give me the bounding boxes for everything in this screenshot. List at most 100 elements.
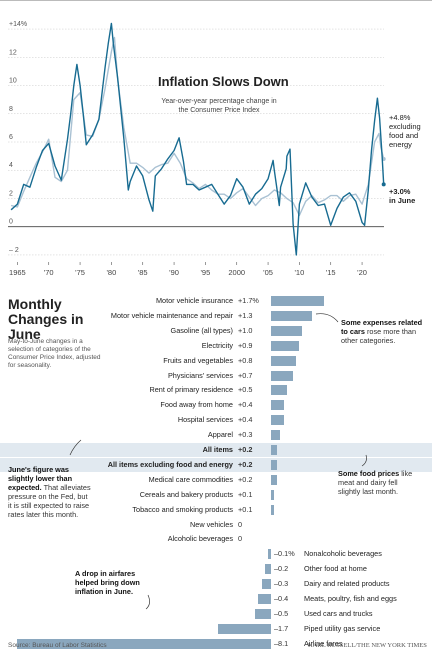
bar	[258, 594, 271, 604]
bar-row: Physicians' services +0.7	[0, 369, 432, 383]
top-rule	[0, 0, 432, 1]
bar-value-label: +0.1	[238, 489, 253, 499]
end-label-all-text: in June	[389, 196, 416, 205]
bar	[261, 579, 271, 590]
bar-row: Tobacco and smoking products +0.1	[0, 503, 432, 517]
credit: KARL RUSSELL/THE NEW YORK TIMES	[308, 642, 427, 649]
bar-row: All items excluding food and energy +0.2	[0, 457, 432, 472]
bar-row: Food away from home +0.4	[0, 398, 432, 412]
bar-row: Airline fares –8.1	[0, 637, 432, 651]
bar-category-label: Tobacco and smoking products	[132, 504, 233, 514]
x-tick-label: '95	[201, 268, 211, 277]
bar-row: Cereals and bakery products +0.1	[0, 488, 432, 502]
x-tick-label: '15	[326, 268, 336, 277]
bar	[271, 415, 284, 426]
x-tick-label: 1965	[9, 268, 26, 277]
bar	[16, 638, 271, 649]
bar-value-label: +0.2	[238, 445, 253, 454]
bar-category-label: Physicians' services	[167, 370, 233, 380]
annotation-june-text: That alleviates pressure on the Fed, but…	[8, 483, 91, 519]
bar	[264, 564, 271, 575]
bar-value-label: +0.4	[238, 400, 253, 410]
bar-value-label: –0.3	[274, 579, 289, 589]
bar-row: Alcoholic beverages 0	[0, 532, 432, 546]
x-tick-label: '80	[107, 268, 117, 277]
bar	[271, 296, 325, 306]
line-chart: – 2 0 2 4 6 8 10 12 +14% 1965 '70 '75 '80 '85 '90 '95 20…	[8, 21, 386, 277]
bar-category-label: Cereals and bakery products	[139, 489, 233, 499]
bar	[255, 608, 271, 619]
end-label-all-value: +3.0%	[389, 187, 411, 196]
series-core-line	[10, 36, 385, 217]
y-tick-label: 2	[9, 190, 13, 197]
bar-category-label: Alcoholic beverages	[167, 534, 233, 544]
bar-chart-title: Monthly Changes in June	[8, 296, 84, 342]
bar-category-label: Dairy and related products	[304, 579, 390, 589]
y-tick-label: 10	[9, 78, 17, 85]
bar-category-label: All items	[202, 445, 233, 454]
y-tick-label: 4	[9, 162, 13, 169]
bar-value-label: –0.2	[274, 564, 289, 574]
x-tick-label: '90	[169, 268, 179, 277]
annotation-june: June's figure was slightly lower than ex…	[8, 465, 93, 519]
bar-value-label: 0	[238, 534, 243, 544]
bar-row: Motor vehicle insurance +1.7%	[0, 294, 432, 308]
x-tick-label: '05	[263, 268, 273, 277]
line-chart-subtitle: Year-over-year percentage change in the …	[161, 98, 277, 114]
annotation-june-bold: June's figure was slightly lower than ex…	[8, 465, 73, 492]
bar-category-label: Hospital services	[177, 415, 233, 425]
bar-value-label: +1.3	[238, 310, 253, 320]
x-tick-label: '10	[295, 268, 305, 277]
bar-row: Motor vehicle maintenance and repair +1.3	[0, 309, 432, 323]
bar	[271, 445, 278, 455]
bar-row: Hospital services +0.4	[0, 413, 432, 427]
bar-category-label: Piped utility gas service	[304, 623, 381, 633]
bar-value-label: +0.8	[238, 355, 253, 365]
end-label-core: +4.8% excluding food and energy	[389, 113, 432, 149]
x-tick-label: '20	[357, 268, 367, 277]
bar	[271, 400, 284, 411]
bar-value-label: +0.4	[238, 415, 253, 425]
bar	[271, 489, 275, 500]
bar-category-label: Food away from home	[160, 400, 233, 410]
bar-row: Meats, poultry, fish and eggs –0.4	[0, 592, 432, 606]
bar-row: Piped utility gas service –1.7	[0, 622, 432, 636]
end-label-core-value: +4.8%	[389, 113, 411, 122]
y-tick-label: – 2	[9, 247, 19, 254]
bar-row: Medical care commodities +0.2	[0, 473, 432, 487]
bar-category-label: Apparel	[207, 430, 233, 440]
source-note: Source: Bureau of Labor Statistics	[8, 642, 107, 649]
series-all-items-line	[10, 22, 385, 256]
bar-value-label: –0.5	[274, 608, 289, 618]
bar-category-label: Gasoline (all types)	[170, 325, 233, 335]
bar-row: Fruits and vegetables +0.8	[0, 354, 432, 368]
bar-value-label: +0.9	[238, 340, 253, 350]
bar	[271, 325, 303, 336]
bar-category-label: All items excluding food and energy	[107, 459, 233, 469]
bar-category-label: Used cars and trucks	[304, 608, 373, 618]
annotation-food-text: like meat and dairy fell slightly last m…	[338, 469, 413, 496]
annotation-cars-text: rose more than other categories.	[341, 327, 417, 345]
bar-value-label: –8.1	[274, 638, 289, 648]
end-label-core-text: excluding food and energy	[389, 122, 421, 149]
annotation-airfares-bold: A drop in airfares helped bring down inf…	[75, 569, 140, 596]
bar-value-label: +0.1	[238, 504, 253, 514]
bar	[271, 474, 278, 485]
bar-category-label: Fruits and vegetables	[163, 355, 233, 365]
bar-value-label: +1.0	[238, 325, 253, 335]
bar-row: All items +0.2	[0, 443, 432, 457]
bar-value-label: +0.5	[238, 385, 253, 395]
annotation-food: Some food prices like meat and dairy fel…	[338, 469, 418, 496]
bar-value-label: 0	[238, 519, 243, 529]
bar-value-label: +1.7%	[238, 296, 259, 305]
bar	[271, 340, 300, 351]
y-tick-label: 0	[9, 219, 13, 226]
bar-value-label: +0.2	[238, 474, 253, 484]
bar-row: Other food at home –0.2	[0, 562, 432, 576]
bar	[271, 459, 278, 470]
bar-row: Rent of primary residence +0.5	[0, 383, 432, 397]
bar-category-label: Electricity	[201, 340, 233, 350]
bar	[271, 310, 312, 321]
bar-category-label: Airline fares	[304, 638, 343, 648]
bar-category-label: Meats, poultry, fish and eggs	[304, 594, 397, 603]
